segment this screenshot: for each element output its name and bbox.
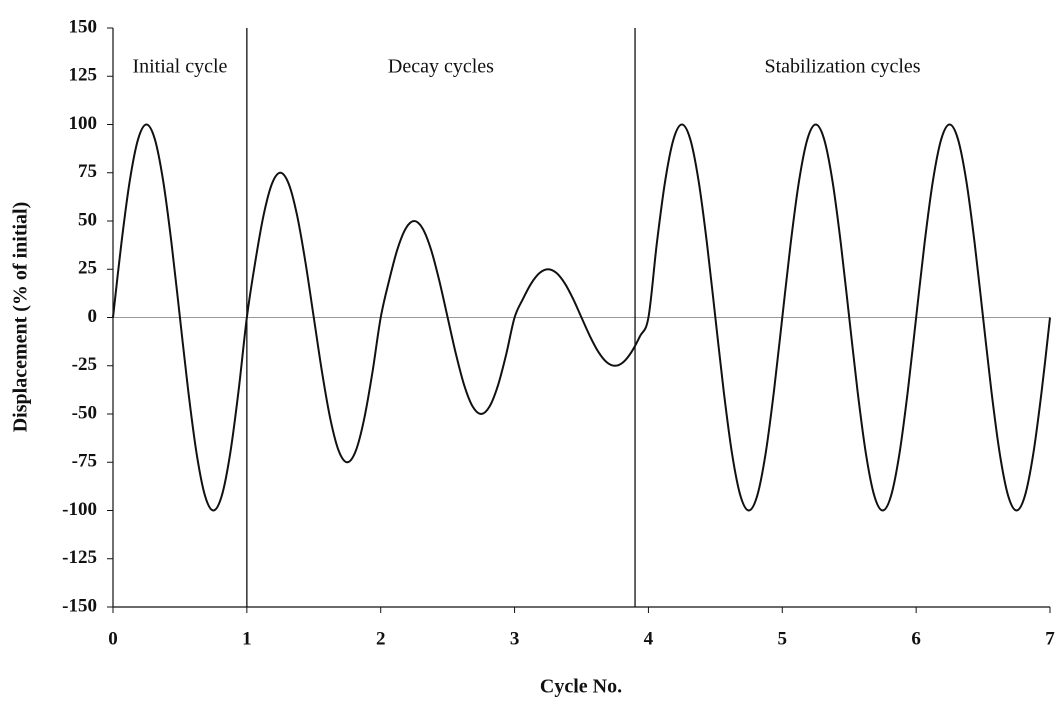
data-line (112, 123, 1051, 512)
x-tick-label: 1 (242, 628, 252, 649)
y-tick-label: 75 (78, 161, 97, 182)
region-label: Initial cycle (132, 56, 227, 78)
y-tick-label: 25 (78, 258, 97, 279)
x-axis-label: Cycle No. (540, 676, 622, 698)
x-tick-label: 7 (1045, 628, 1055, 649)
y-tick-label: 100 (69, 113, 98, 134)
x-tick-label: 3 (510, 628, 520, 649)
y-tick-label: 125 (69, 65, 98, 86)
y-tick-label: -125 (62, 547, 97, 568)
y-tick-label: -75 (72, 451, 97, 472)
y-axis-label: Displacement (% of initial) (10, 202, 32, 433)
region-label: Decay cycles (388, 56, 494, 78)
region-label: Stabilization cycles (764, 56, 920, 78)
y-tick-label: 0 (88, 306, 98, 327)
x-tick-label: 6 (911, 628, 921, 649)
y-tick-label: -25 (72, 354, 97, 375)
y-tick-label: 50 (78, 209, 97, 230)
x-tick-label: 0 (108, 628, 118, 649)
x-tick-label: 2 (376, 628, 386, 649)
x-tick-label: 5 (778, 628, 788, 649)
y-tick-label: -100 (62, 499, 97, 520)
y-tick-label: -50 (72, 402, 97, 423)
y-tick-label: 150 (69, 16, 98, 37)
y-tick-label: -150 (62, 595, 97, 616)
x-tick-label: 4 (644, 628, 654, 649)
